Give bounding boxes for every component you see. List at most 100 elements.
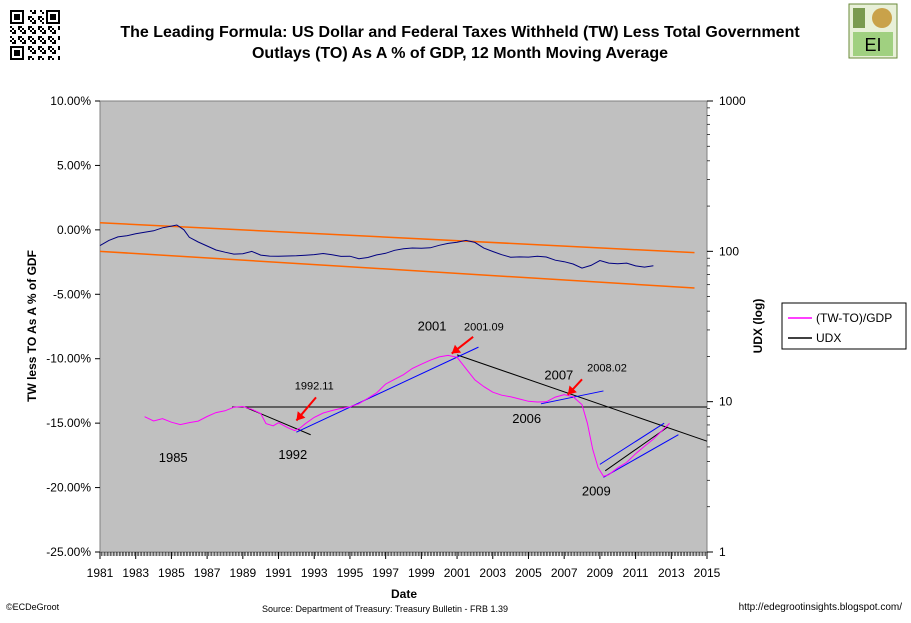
edegroot-logo: EI bbox=[848, 3, 898, 59]
qr-module bbox=[28, 58, 30, 60]
qr-module bbox=[18, 26, 20, 28]
qr-module bbox=[38, 38, 40, 40]
qr-module bbox=[38, 16, 40, 18]
qr-module bbox=[44, 40, 46, 42]
annotation-label: 2007 bbox=[544, 367, 573, 382]
qr-module bbox=[12, 28, 14, 30]
x-tick-label: 2015 bbox=[694, 566, 721, 580]
qr-module bbox=[58, 28, 60, 30]
qr-module bbox=[42, 48, 44, 50]
x-tick-label: 1997 bbox=[372, 566, 399, 580]
qr-module bbox=[34, 20, 36, 22]
qr-module bbox=[14, 32, 16, 34]
qr-module bbox=[22, 28, 24, 30]
qr-module bbox=[30, 46, 32, 48]
annotations: 1985 1992 1992.11 2001 2001.09 2006 2007 2008.0… bbox=[159, 318, 627, 498]
qr-module bbox=[28, 16, 30, 18]
y-axis-left-label: TW less TO As A % of GDF bbox=[25, 250, 39, 402]
blue-trend-2009-upper bbox=[599, 422, 665, 465]
qr-module bbox=[32, 58, 34, 60]
annotation-label: 1992 bbox=[278, 447, 307, 462]
qr-module bbox=[42, 38, 44, 40]
y-left-tick-label: 5.00% bbox=[57, 158, 91, 172]
qr-finder-core bbox=[14, 14, 20, 20]
annotation-label: 2001 bbox=[418, 318, 447, 333]
footer-url[interactable]: http://edegrootinsights.blogspot.com/ bbox=[739, 602, 903, 613]
qr-module bbox=[10, 36, 12, 38]
qr-module bbox=[54, 42, 56, 44]
x-axis-label: Date bbox=[391, 587, 417, 601]
qr-module bbox=[42, 18, 44, 20]
qr-module bbox=[30, 20, 32, 22]
axis-ticks: 1981 1983 1985 1987 1989 1991 1993 1995 1997 1999… bbox=[46, 94, 746, 580]
qr-module bbox=[38, 36, 40, 38]
qr-module bbox=[24, 40, 26, 42]
qr-module bbox=[48, 56, 50, 58]
annotation-label: 2009 bbox=[582, 483, 611, 498]
y-left-tick-label: -15.00% bbox=[46, 416, 91, 430]
qr-module bbox=[24, 42, 26, 44]
x-tick-label: 1989 bbox=[229, 566, 256, 580]
qr-module bbox=[58, 26, 60, 28]
qr-module bbox=[32, 28, 34, 30]
qr-module bbox=[50, 46, 52, 48]
qr-module bbox=[48, 48, 50, 50]
qr-module bbox=[48, 58, 50, 60]
qr-module bbox=[30, 50, 32, 52]
qr-module bbox=[40, 20, 42, 22]
qr-module bbox=[58, 58, 60, 60]
y-right-tick-label: 10 bbox=[719, 395, 733, 409]
qr-module bbox=[24, 30, 26, 32]
qr-module bbox=[48, 26, 50, 28]
qr-module bbox=[40, 50, 42, 52]
qr-module bbox=[34, 52, 36, 54]
x-tick-label: 2003 bbox=[479, 566, 506, 580]
qr-module bbox=[34, 12, 36, 14]
qr-module bbox=[40, 56, 42, 58]
qr-finder-core bbox=[14, 50, 20, 56]
qr-module bbox=[28, 38, 30, 40]
qr-code-icon bbox=[8, 8, 62, 62]
qr-module bbox=[52, 58, 54, 60]
qr-module bbox=[48, 28, 50, 30]
legend-label-tw-to: (TW-TO)/GDP bbox=[816, 311, 892, 325]
qr-module bbox=[32, 18, 34, 20]
qr-module bbox=[30, 40, 32, 42]
qr-module bbox=[34, 10, 36, 12]
y-right-tick-label: 1000 bbox=[719, 94, 746, 108]
qr-module bbox=[52, 32, 54, 34]
qr-module bbox=[42, 42, 44, 44]
qr-module bbox=[32, 22, 34, 24]
qr-module bbox=[34, 40, 36, 42]
qr-module bbox=[54, 50, 56, 52]
qr-module bbox=[40, 36, 42, 38]
qr-module bbox=[44, 50, 46, 52]
qr-module bbox=[54, 32, 56, 34]
qr-module bbox=[18, 38, 20, 40]
qr-module bbox=[20, 40, 22, 42]
qr-module bbox=[38, 48, 40, 50]
qr-module bbox=[42, 12, 44, 14]
qr-module bbox=[50, 56, 52, 58]
x-tick-label: 1985 bbox=[158, 566, 185, 580]
qr-module bbox=[28, 28, 30, 30]
blue-trend-1992-2001 bbox=[296, 346, 479, 433]
legend-box bbox=[781, 302, 907, 350]
x-tick-label: 1991 bbox=[265, 566, 292, 580]
arrow-1992 bbox=[295, 396, 317, 422]
qr-module bbox=[10, 40, 12, 42]
qr-module bbox=[30, 16, 32, 18]
trend-line-2009 bbox=[604, 426, 669, 472]
qr-module bbox=[30, 26, 32, 28]
qr-module bbox=[42, 28, 44, 30]
qr-module bbox=[52, 28, 54, 30]
qr-module bbox=[54, 52, 56, 54]
legend: (TW-TO)/GDP UDX bbox=[781, 302, 907, 350]
series-udx-line bbox=[99, 224, 654, 269]
y-left-tick-label: 0.00% bbox=[57, 223, 91, 237]
x-tick-label: 1987 bbox=[194, 566, 221, 580]
x-tick-label: 1999 bbox=[408, 566, 435, 580]
series-tw-to-gdp-line bbox=[144, 354, 670, 477]
qr-module bbox=[30, 30, 32, 32]
